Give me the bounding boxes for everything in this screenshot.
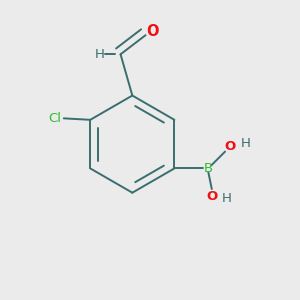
Text: O: O	[147, 24, 159, 39]
Text: H: H	[241, 137, 250, 151]
Text: O: O	[225, 140, 236, 153]
Text: O: O	[206, 190, 218, 203]
Text: Cl: Cl	[48, 112, 62, 125]
Text: H: H	[95, 48, 105, 61]
Text: H: H	[222, 192, 232, 205]
Text: B: B	[204, 162, 213, 175]
